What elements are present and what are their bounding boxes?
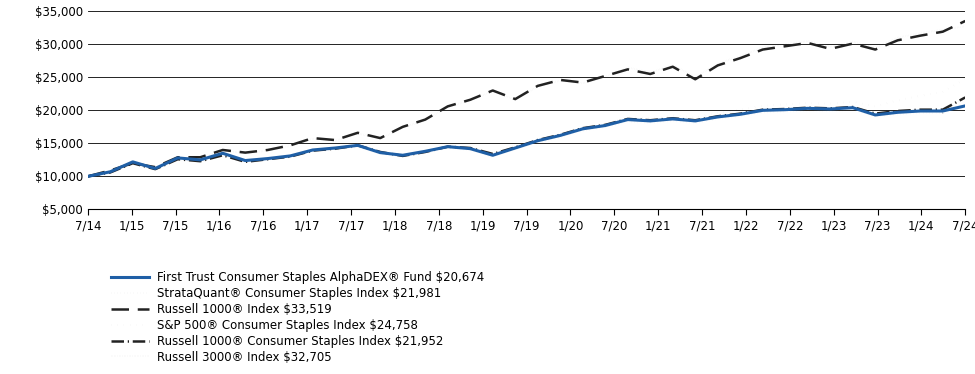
Legend: First Trust Consumer Staples AlphaDEX® Fund $20,674, StrataQuant® Consumer Stapl: First Trust Consumer Staples AlphaDEX® F… (111, 271, 485, 364)
